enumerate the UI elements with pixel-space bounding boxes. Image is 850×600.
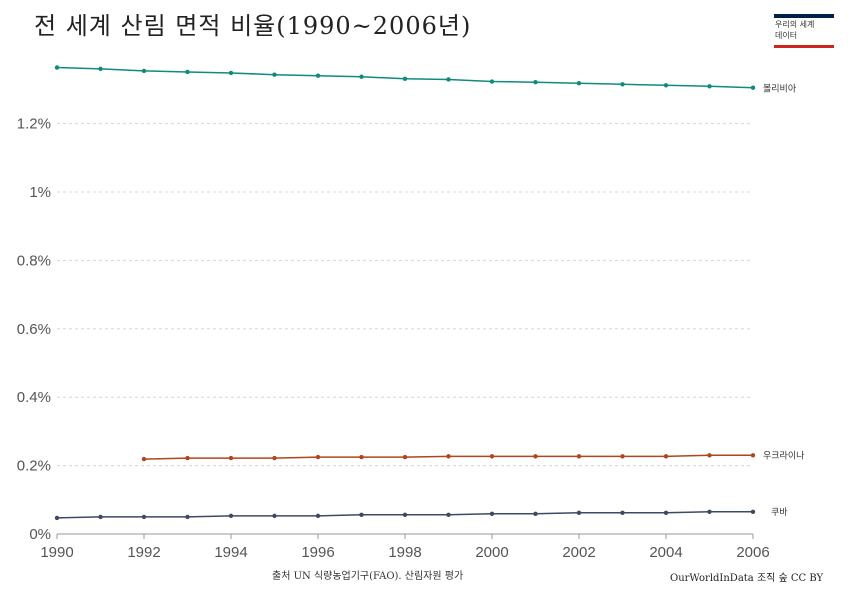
- data-point[interactable]: [489, 79, 495, 84]
- data-point[interactable]: [489, 454, 495, 459]
- x-tick-label: 1998: [388, 544, 421, 561]
- data-point[interactable]: [663, 83, 669, 88]
- series-2[interactable]: [141, 453, 756, 462]
- data-point[interactable]: [750, 509, 756, 514]
- y-tick-label: 0.8%: [17, 252, 51, 269]
- data-point[interactable]: [446, 77, 451, 82]
- data-point[interactable]: [489, 511, 495, 517]
- data-point[interactable]: [663, 454, 669, 459]
- grid-lines: [57, 123, 753, 467]
- data-point[interactable]: [272, 455, 277, 461]
- series-layer: [54, 65, 756, 521]
- chart-title: 전 세계 산림 면적 비율(1990~2006년): [34, 12, 472, 40]
- data-point[interactable]: [54, 65, 60, 70]
- data-point[interactable]: [98, 66, 103, 72]
- data-point[interactable]: [141, 68, 147, 74]
- data-point[interactable]: [315, 513, 321, 519]
- y-tick-label: 0.2%: [17, 458, 51, 475]
- data-point[interactable]: [315, 73, 321, 78]
- data-point[interactable]: [228, 455, 234, 461]
- data-point[interactable]: [402, 512, 408, 518]
- y-axis: 0% 0.2% 0.4% 0.6% 0.8% 1% 1.2%: [17, 116, 51, 543]
- data-point[interactable]: [576, 454, 582, 459]
- logo-text: 우리의 세계 데이터: [775, 19, 833, 41]
- data-point[interactable]: [185, 455, 190, 461]
- y-tick-label: 0.4%: [17, 389, 51, 406]
- data-point[interactable]: [315, 454, 321, 460]
- logo-line-1: 우리의 세계: [775, 20, 815, 29]
- series-3[interactable]: [54, 509, 756, 521]
- data-point[interactable]: [98, 514, 103, 520]
- data-point[interactable]: [141, 456, 147, 462]
- data-point[interactable]: [402, 454, 408, 460]
- data-point[interactable]: [620, 454, 625, 459]
- data-point[interactable]: [359, 512, 364, 518]
- data-point[interactable]: [533, 511, 538, 517]
- data-point[interactable]: [272, 72, 277, 77]
- y-tick-label: 0.6%: [17, 321, 51, 338]
- data-point[interactable]: [533, 454, 538, 459]
- x-tick-label: 2006: [736, 544, 769, 561]
- data-point[interactable]: [185, 69, 190, 75]
- data-point[interactable]: [750, 453, 756, 458]
- x-tick-label: 2002: [562, 544, 595, 561]
- data-point[interactable]: [707, 509, 712, 514]
- data-point[interactable]: [707, 84, 712, 89]
- x-tick-label: 2004: [649, 544, 682, 561]
- y-tick-label: 0%: [29, 526, 51, 543]
- x-tick-label: 1990: [40, 544, 73, 561]
- data-point[interactable]: [750, 85, 756, 90]
- data-point[interactable]: [446, 512, 451, 518]
- y-tick-label: 1%: [29, 184, 51, 201]
- source-note: 출처 UN 식량농업기구(FAO). 산림자원 평가: [272, 571, 464, 582]
- x-tick-label: 2000: [475, 544, 508, 561]
- series-label: 우크라이나: [763, 450, 804, 461]
- data-point[interactable]: [663, 510, 669, 515]
- data-point[interactable]: [402, 76, 408, 81]
- data-point[interactable]: [620, 82, 625, 87]
- data-point[interactable]: [141, 514, 147, 520]
- data-point[interactable]: [446, 454, 451, 459]
- data-point[interactable]: [576, 510, 582, 515]
- data-point[interactable]: [54, 515, 60, 521]
- data-point[interactable]: [228, 513, 234, 519]
- data-point[interactable]: [359, 74, 364, 79]
- credit-link[interactable]: OurWorldInData 조직 숲 CC BY: [670, 573, 824, 584]
- data-point[interactable]: [707, 453, 712, 458]
- x-tick-label: 1992: [127, 544, 160, 561]
- y-tick-label: 1.2%: [17, 116, 51, 133]
- series-label: 쿠바: [771, 507, 788, 518]
- data-point[interactable]: [228, 70, 234, 76]
- x-tick-label: 1996: [301, 544, 334, 561]
- data-point[interactable]: [272, 513, 277, 519]
- data-point[interactable]: [185, 514, 190, 520]
- data-point[interactable]: [576, 81, 582, 86]
- series-1[interactable]: [54, 65, 756, 90]
- data-point[interactable]: [533, 80, 538, 85]
- x-axis: 1990 1992 1994 1996 1998 2000 2002 2004 2006: [40, 533, 770, 561]
- data-point[interactable]: [620, 510, 625, 515]
- data-point[interactable]: [359, 454, 364, 460]
- logo-line-2: 데이터: [775, 31, 798, 40]
- x-tick-label: 1994: [214, 544, 247, 561]
- series-label: 볼리비아: [763, 84, 797, 95]
- our-world-in-data-logo[interactable]: 우리의 세계 데이터: [774, 14, 834, 48]
